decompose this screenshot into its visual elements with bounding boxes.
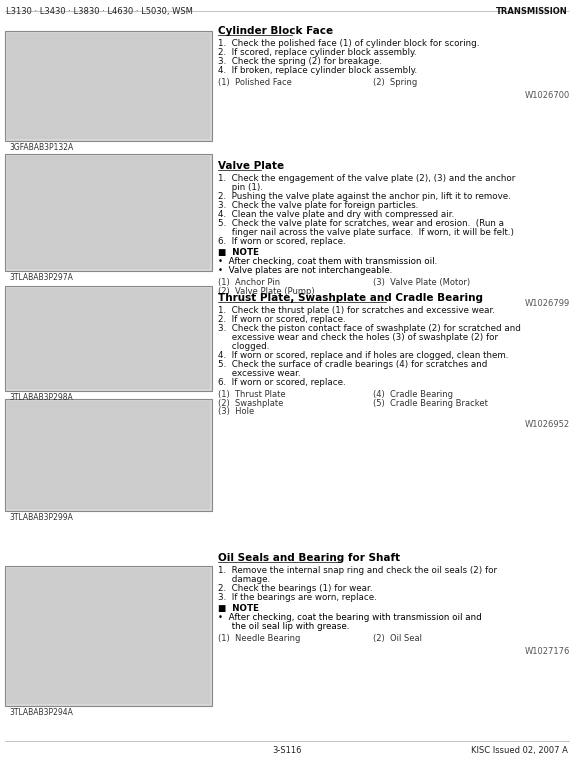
Text: W1027176: W1027176 [525, 647, 570, 656]
Text: W1026799: W1026799 [525, 299, 570, 308]
Text: damage.: damage. [218, 575, 270, 584]
Text: ■  NOTE: ■ NOTE [218, 604, 259, 613]
Bar [5, 566, 212, 706]
Text: Oil Seals and Bearing for Shaft: Oil Seals and Bearing for Shaft [218, 553, 400, 563]
Text: 3-S116: 3-S116 [272, 746, 302, 755]
Text: Valve Plate: Valve Plate [218, 161, 284, 171]
Text: (1)  Thrust Plate: (1) Thrust Plate [218, 390, 286, 399]
Text: (2)  Spring: (2) Spring [373, 78, 417, 87]
Text: excessive wear and check the holes (3) of swashplate (2) for: excessive wear and check the holes (3) o… [218, 333, 498, 342]
Text: finger nail across the valve plate surface.  If worn, it will be felt.): finger nail across the valve plate surfa… [218, 228, 514, 237]
Text: ■  NOTE: ■ NOTE [218, 248, 259, 257]
Text: KISC Issued 02, 2007 A: KISC Issued 02, 2007 A [471, 746, 568, 755]
Text: 3.  Check the spring (2) for breakage.: 3. Check the spring (2) for breakage. [218, 57, 382, 66]
Text: 1.  Check the engagement of the valve plate (2), (3) and the anchor: 1. Check the engagement of the valve pla… [218, 174, 515, 183]
Text: 2.  If scored, replace cylinder block assembly.: 2. If scored, replace cylinder block ass… [218, 48, 417, 57]
Text: (1)  Anchor Pin: (1) Anchor Pin [218, 278, 280, 287]
Text: 5.  Check the valve plate for scratches, wear and erosion.  (Run a: 5. Check the valve plate for scratches, … [218, 219, 504, 228]
Text: 6.  If worn or scored, replace.: 6. If worn or scored, replace. [218, 237, 346, 246]
Text: Thrust Plate, Swashplate and Cradle Bearing: Thrust Plate, Swashplate and Cradle Bear… [218, 293, 483, 303]
Text: 4.  Clean the valve plate and dry with compressed air.: 4. Clean the valve plate and dry with co… [218, 210, 454, 219]
Text: W1026952: W1026952 [525, 419, 570, 428]
Text: 3.  Check the valve plate for foreign particles.: 3. Check the valve plate for foreign par… [218, 201, 418, 210]
Text: Cylinder Block Face: Cylinder Block Face [218, 26, 333, 36]
Text: 4.  If worn or scored, replace and if holes are clogged, clean them.: 4. If worn or scored, replace and if hol… [218, 351, 509, 360]
Text: (2)  Swashplate: (2) Swashplate [218, 399, 284, 408]
Text: W1026700: W1026700 [525, 91, 570, 100]
Text: 3GFABAB3P132A: 3GFABAB3P132A [9, 143, 73, 152]
Bar [5, 399, 212, 511]
Text: 1.  Check the thrust plate (1) for scratches and excessive wear.: 1. Check the thrust plate (1) for scratc… [218, 306, 495, 315]
Text: 5.  Check the surface of cradle bearings (4) for scratches and: 5. Check the surface of cradle bearings … [218, 360, 487, 369]
Text: 3.  Check the piston contact face of swashplate (2) for scratched and: 3. Check the piston contact face of swas… [218, 324, 521, 333]
Bar [7, 33, 210, 139]
Text: •  After checking, coat the bearing with transmission oil and: • After checking, coat the bearing with … [218, 613, 482, 622]
Text: L3130 · L3430 · L3830 · L4630 · L5030, WSM: L3130 · L3430 · L3830 · L4630 · L5030, W… [6, 7, 193, 16]
Bar [5, 154, 212, 271]
Text: (5)  Cradle Bearing Bracket: (5) Cradle Bearing Bracket [373, 399, 488, 408]
Text: 6.  If worn or scored, replace.: 6. If worn or scored, replace. [218, 378, 346, 387]
Text: 2.  Check the bearings (1) for wear.: 2. Check the bearings (1) for wear. [218, 584, 373, 593]
Text: •  After checking, coat them with transmission oil.: • After checking, coat them with transmi… [218, 257, 437, 266]
Text: 1.  Check the polished face (1) of cylinder block for scoring.: 1. Check the polished face (1) of cylind… [218, 39, 479, 48]
Text: pin (1).: pin (1). [218, 183, 263, 192]
Text: clogged.: clogged. [218, 342, 269, 351]
Bar [7, 568, 210, 704]
Text: TRANSMISSION: TRANSMISSION [497, 7, 568, 16]
Bar [7, 288, 210, 389]
Text: (2)  Valve Plate (Pump): (2) Valve Plate (Pump) [218, 287, 315, 295]
Text: excessive wear.: excessive wear. [218, 369, 301, 378]
Text: 2.  Pushing the valve plate against the anchor pin, lift it to remove.: 2. Pushing the valve plate against the a… [218, 192, 511, 201]
Text: 1.  Remove the internal snap ring and check the oil seals (2) for: 1. Remove the internal snap ring and che… [218, 566, 497, 575]
Text: 3TLABAB3P298A: 3TLABAB3P298A [9, 393, 73, 402]
Text: •  Valve plates are not interchangeable.: • Valve plates are not interchangeable. [218, 266, 392, 275]
Bar [7, 156, 210, 269]
Text: 3TLABAB3P297A: 3TLABAB3P297A [9, 273, 73, 282]
Text: (4)  Cradle Bearing: (4) Cradle Bearing [373, 390, 453, 399]
Text: (1)  Polished Face: (1) Polished Face [218, 78, 292, 87]
Text: 3TLABAB3P299A: 3TLABAB3P299A [9, 513, 73, 522]
Text: 4.  If broken, replace cylinder block assembly.: 4. If broken, replace cylinder block ass… [218, 66, 417, 75]
Bar [7, 401, 210, 509]
Text: (1)  Needle Bearing: (1) Needle Bearing [218, 634, 300, 643]
Text: 3TLABAB3P294A: 3TLABAB3P294A [9, 708, 73, 717]
Text: the oil seal lip with grease.: the oil seal lip with grease. [218, 622, 350, 631]
Text: (2)  Oil Seal: (2) Oil Seal [373, 634, 422, 643]
Text: 2.  If worn or scored, replace.: 2. If worn or scored, replace. [218, 315, 346, 324]
Bar [5, 286, 212, 391]
Bar [5, 31, 212, 141]
Text: (3)  Valve Plate (Motor): (3) Valve Plate (Motor) [373, 278, 470, 287]
Text: (3)  Hole: (3) Hole [218, 407, 254, 416]
Text: 3.  If the bearings are worn, replace.: 3. If the bearings are worn, replace. [218, 593, 377, 602]
